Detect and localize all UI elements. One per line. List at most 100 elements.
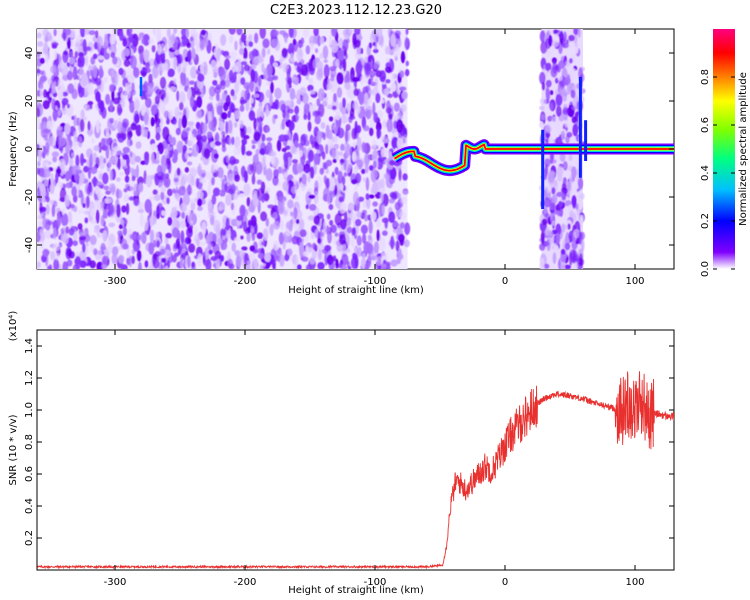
spectrogram-cell [257,75,262,87]
spectrogram-cell [154,94,160,105]
spectrogram-cell [316,243,325,250]
spectrogram-cell [329,219,334,226]
spectrogram-cell [37,147,42,162]
spectrogram-cell [389,166,397,180]
spectrogram-cell [80,109,85,119]
spectrogram-cell [82,203,86,208]
spectrogram-cell [272,211,278,220]
spectrogram-cell [121,118,129,129]
spectrogram-cell [71,115,75,120]
spectrogram-cell [226,178,231,187]
spectrogram-cell [202,122,206,137]
spectrogram-cell [214,141,222,146]
snr-xlabel: Height of straight line (km) [288,585,424,596]
spectrogram-cell [151,151,155,166]
spectrogram-cell [334,213,342,226]
spectrogram-cell [89,235,97,246]
spectrogram-cell [65,170,70,182]
spectrogram-cell [381,99,385,104]
spectrogram-cell [355,218,362,227]
spectrogram-cell [234,61,242,73]
spectrogram-cell [168,134,173,143]
spectrogram-cell [333,93,337,103]
spectrogram-cell [39,228,44,236]
spectrogram-cell [144,68,151,73]
spectrogram-cell [117,134,125,143]
spectrogram-cell [337,170,343,184]
spectrogram-cell [397,38,402,48]
spectrogram-cell [248,110,256,121]
spectrogram-cell [37,117,41,130]
spectrogram-cell [320,122,326,130]
spectrogram-cell [68,227,75,236]
spectrogram-cell [351,179,358,185]
spectrogram-cell [570,249,578,264]
spectrogram-cell [124,175,130,183]
spectrogram-cell [177,63,182,74]
spectrogram-cell [341,253,349,266]
spectrogram-cell [400,104,407,113]
spectrogram-cell [291,159,299,164]
spectrogram-cell [118,67,124,76]
spectrogram-cell [373,48,379,54]
spectrogram-cell [93,145,100,152]
carrier-line [139,77,674,209]
spectrogram-cell [156,164,163,177]
spectrogram-cell [308,78,314,85]
spectrogram-cell [543,197,551,208]
spectrogram-cell [46,220,54,225]
spectrogram-cell [305,191,312,205]
spectrogram-cell [564,60,571,67]
spectrogram-cell [331,149,336,160]
spectrogram-cell [402,173,408,181]
spectrogram-cell [272,220,281,230]
spectrogram-cell [330,124,335,131]
spectrogram-cell [274,87,282,100]
spectrogram-cell [229,156,236,166]
spectrogram-cell [117,121,123,134]
spectrogram-cell [405,68,410,77]
spectrogram-cell [225,154,230,164]
spectrogram-cell [550,171,555,180]
spectrogram-cell [402,190,409,195]
spectrogram-cell [179,102,184,111]
spectrogram-cell [336,87,343,98]
spectrogram-cell [180,257,184,269]
spectrogram-cell [546,230,554,237]
spectrogram-cell [328,129,333,140]
spectrogram-cell [361,168,366,175]
spectrogram-cell [382,230,388,236]
spectrogram-cell [286,221,293,230]
spectrogram-cell [307,84,314,92]
snr-ytick-label: 1.4 [24,338,35,354]
spectrogram-cell [126,67,133,82]
spectrogram-cell [230,89,235,97]
spectrogram-cell [356,159,363,168]
spectrogram-cell [262,228,269,241]
spectrogram-cell [245,150,253,156]
spectrogram-cell [391,136,399,150]
spectrogram-cell [375,92,381,104]
spectrogram-cell [173,148,178,157]
spectrogram-cell [328,116,334,122]
spectrogram-cell [323,59,328,64]
spectrogram-cell [240,77,246,85]
spectrogram-cell [326,213,331,220]
spectrogram-cell [390,83,397,92]
spectrogram-cell [323,244,332,252]
spectrogram-cell [219,120,225,131]
spectrogram-cell [133,183,140,197]
spectrogram-cell [398,86,407,91]
spectrogram-cell [37,181,43,186]
spectrogram-cell [561,187,567,201]
spectrogram-cell [544,163,549,177]
spectrogram-cell [228,35,234,43]
spectrogram-cell [173,177,179,183]
spectrogram-cell [265,168,273,182]
spectrogram-cell [561,183,567,191]
spectrogram-cell [79,260,87,268]
figure-title: C2E3.2023.112.12.23.G20 [270,3,442,18]
spectrogram-cell [573,29,579,36]
spectrogram-cell [287,248,293,256]
spectrogram-cell [156,108,160,120]
